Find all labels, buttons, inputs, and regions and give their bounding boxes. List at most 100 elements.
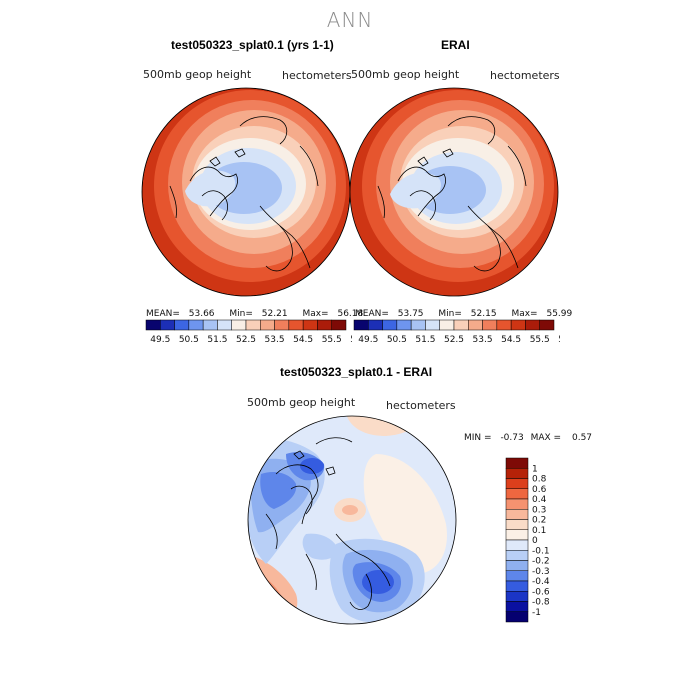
colorbar-tick-label: 51.5 — [207, 335, 227, 345]
colorbar-swatch — [425, 319, 440, 331]
panel3-max-label: MAX = — [530, 433, 562, 443]
colorbar-swatch — [505, 519, 529, 530]
panel1-mean-label: MEAN= — [146, 309, 180, 319]
panel3-colorbar: 10.80.60.40.30.20.10-0.1-0.2-0.3-0.4-0.6… — [505, 457, 550, 623]
panel3-min: -0.73 — [500, 433, 524, 443]
colorbar-swatch — [188, 319, 204, 331]
panel2-max: 55.99 — [546, 309, 573, 319]
panel1-max-label: Max= — [302, 309, 329, 319]
colorbar-tick-label: 54.5 — [501, 335, 521, 345]
colorbar-swatch — [539, 319, 555, 331]
colorbar-tick-label: 0.1 — [532, 526, 546, 536]
colorbar-swatch — [505, 468, 529, 479]
colorbar-swatch — [525, 319, 540, 331]
colorbar-swatch — [174, 319, 190, 331]
colorbar-tick-label: -0.6 — [532, 587, 550, 597]
colorbar-tick-label: 0.2 — [532, 516, 546, 526]
panel3-max: 0.57 — [571, 433, 593, 443]
panel3-map — [247, 415, 457, 625]
colorbar-swatch — [288, 319, 304, 331]
colorbar-swatch — [482, 319, 498, 331]
panel3-variable: 500mb geop height — [247, 396, 356, 409]
colorbar-swatch — [302, 319, 318, 331]
colorbar-swatch — [468, 319, 483, 331]
colorbar-swatch — [396, 319, 412, 331]
colorbar-swatch — [505, 611, 529, 623]
colorbar-tick-label: -0.2 — [532, 557, 550, 567]
panel1-mean: 53.66 — [188, 309, 215, 319]
panel2-max-label: Max= — [511, 309, 538, 319]
panel2-map — [349, 87, 559, 297]
panel1-min-label: Min= — [229, 309, 253, 319]
panel1-stats: MEAN= 53.66 Min= 52.21 Max= 56.18 — [146, 309, 363, 319]
colorbar-swatch — [439, 319, 455, 331]
colorbar-swatch — [505, 509, 529, 520]
colorbar-tick-label: 0.8 — [532, 475, 547, 485]
panel2-colorbar: 49.5 50.5 51.5 52.5 53.5 54.5 55.5 56.5 — [353, 319, 560, 345]
colorbar-tick-label: -0.8 — [532, 598, 550, 608]
panel1-colorbar: 49.5 50.5 51.5 52.5 53.5 54.5 55.5 56.5 — [145, 319, 352, 345]
panel1-max: 56.18 — [337, 309, 364, 319]
colorbar-swatch — [505, 498, 529, 510]
panel2-min: 52.15 — [470, 309, 497, 319]
panel1-min: 52.21 — [261, 309, 288, 319]
panel2-units: hectometers — [490, 69, 560, 82]
colorbar-tick-label: -1 — [532, 608, 541, 618]
colorbar-swatch — [274, 319, 290, 331]
panel3-title: test050323_splat0.1 - ERAI — [280, 365, 433, 379]
colorbar-swatch — [505, 560, 529, 571]
colorbar-tick-label: 51.5 — [415, 335, 435, 345]
colorbar-tick-label: 49.5 — [150, 335, 170, 345]
colorbar-swatch — [410, 319, 426, 331]
colorbar-swatch — [505, 488, 529, 500]
panel3-stats: MIN = -0.73 MAX = 0.57 — [464, 433, 592, 443]
colorbar-swatch — [202, 319, 218, 331]
colorbar-swatch — [260, 319, 275, 331]
colorbar-tick-label: 49.5 — [358, 335, 378, 345]
figure-title: ANN — [326, 8, 374, 32]
colorbar-swatch — [231, 319, 247, 331]
colorbar-tick-label: -0.4 — [532, 577, 550, 587]
panel3-min-label: MIN = — [464, 433, 492, 443]
colorbar-swatch — [217, 319, 232, 331]
colorbar-swatch — [505, 591, 529, 602]
colorbar-tick-label: 56.5 — [350, 335, 352, 345]
colorbar-tick-label: 56.5 — [558, 335, 560, 345]
panel1-units: hectometers — [282, 69, 352, 82]
colorbar-tick-label: -0.3 — [532, 567, 550, 577]
panel2-min-label: Min= — [438, 309, 462, 319]
colorbar-tick-label: 0 — [532, 536, 538, 546]
colorbar-swatch — [505, 550, 529, 561]
colorbar-tick-label: 52.5 — [444, 335, 464, 345]
colorbar-swatch — [505, 529, 529, 541]
colorbar-tick-label: 55.5 — [530, 335, 550, 345]
colorbar-swatch — [382, 319, 398, 331]
colorbar-swatch — [145, 319, 161, 331]
colorbar-swatch — [331, 319, 347, 331]
colorbar-tick-label: -0.1 — [532, 546, 550, 556]
panel2-variable: 500mb geop height — [351, 68, 460, 81]
colorbar-tick-label: 50.5 — [387, 335, 407, 345]
panel2-mean: 53.75 — [397, 309, 424, 319]
colorbar-tick-label: 53.5 — [265, 335, 285, 345]
panel1-variable: 500mb geop height — [143, 68, 252, 81]
colorbar-swatch — [160, 319, 175, 331]
panel2-title: ERAI — [441, 38, 470, 52]
colorbar-tick-label: 50.5 — [179, 335, 199, 345]
colorbar-tick-label: 0.6 — [532, 485, 547, 495]
panel1-title: test050323_splat0.1 (yrs 1-1) — [171, 38, 334, 52]
colorbar-tick-label: 54.5 — [293, 335, 313, 345]
colorbar-tick-label: 53.5 — [473, 335, 493, 345]
colorbar-swatch — [505, 539, 529, 551]
colorbar-swatch — [353, 319, 369, 331]
colorbar-swatch — [505, 580, 529, 592]
colorbar-swatch — [505, 601, 529, 612]
panel3-units: hectometers — [386, 399, 456, 412]
panel2-mean-label: MEAN= — [355, 309, 389, 319]
panel1-map — [141, 87, 351, 297]
colorbar-swatch — [317, 319, 332, 331]
colorbar-swatch — [368, 319, 383, 331]
colorbar-swatch — [496, 319, 512, 331]
colorbar-swatch — [505, 570, 529, 582]
colorbar-tick-label: 0.4 — [532, 495, 547, 505]
